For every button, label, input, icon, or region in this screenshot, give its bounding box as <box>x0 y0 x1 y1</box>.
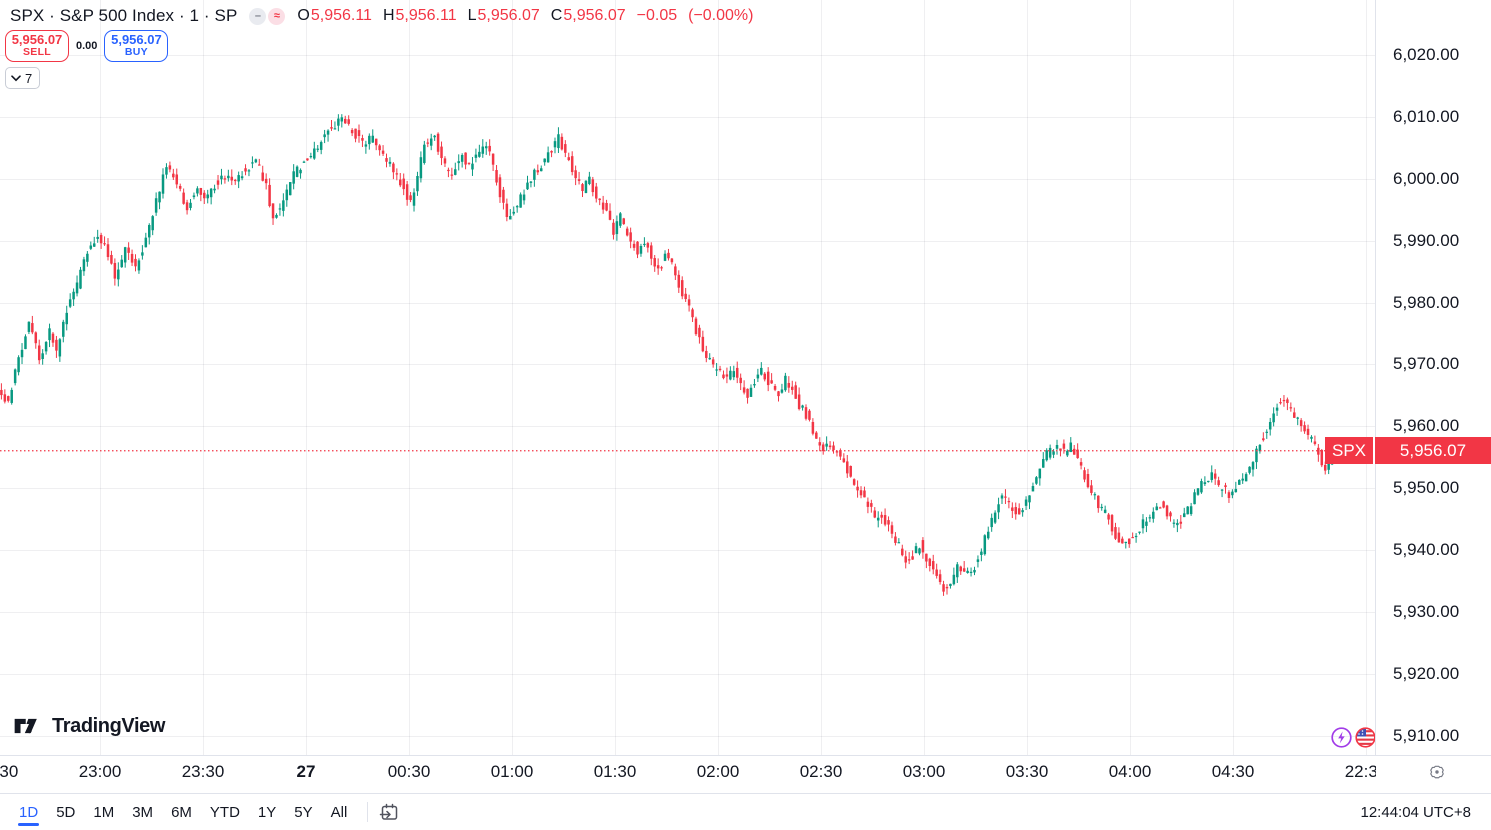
price-axis[interactable]: 6,020.00 6,010.00 6,000.00 5,990.00 5,980.00… <box>1375 0 1491 790</box>
price-tick-label: 5,940.00 <box>1393 540 1460 559</box>
time-tick-label: 23:00 <box>78 762 122 781</box>
high-value: 5,956.11 <box>395 7 457 24</box>
price-tick-label: 5,910.00 <box>1393 726 1460 745</box>
price-tick-label: 6,020.00 <box>1393 45 1460 64</box>
sell-label: SELL <box>22 46 52 59</box>
range-button-3m[interactable]: 3M <box>132 803 154 821</box>
change-pct-value: (−0.00%) <box>688 7 754 24</box>
time-tick-label: 02:00 <box>696 762 740 781</box>
price-tick-label: 5,960.00 <box>1393 416 1460 435</box>
price-tick-label: 5,950.00 <box>1393 478 1460 497</box>
price-tick-label: 5,970.00 <box>1393 354 1460 373</box>
chart-pane[interactable]: SPX · S&P 500 Index · 1 · SP – ≈ O 5,956.… <box>0 0 1375 755</box>
change-value: −0.05 <box>636 7 678 24</box>
tradingview-logo-text: TradingView <box>52 714 166 737</box>
toolbar-divider <box>367 802 369 822</box>
price-tick-label: 5,920.00 <box>1393 664 1460 683</box>
price-tick-label: 5,930.00 <box>1393 602 1460 621</box>
date-range-switcher: 1D 5D 1M 3M 6M YTD 1Y 5Y All <box>10 801 356 826</box>
time-axis-border <box>0 755 1491 756</box>
orders-count: 7 <box>25 70 33 86</box>
last-price-value: 5,956.07 <box>1375 437 1491 464</box>
range-button-1d[interactable]: 1D <box>17 803 40 826</box>
low-value: 5,956.07 <box>477 7 540 24</box>
time-tick-label: 04:30 <box>1211 762 1255 781</box>
time-tick-label: 27 <box>296 762 316 781</box>
price-tick-label: 5,980.00 <box>1393 293 1460 312</box>
close-value: 5,956.07 <box>563 7 626 24</box>
data-approx-icon[interactable]: ≈ <box>268 7 286 25</box>
orders-collapse-button[interactable]: 7 <box>5 67 41 89</box>
tradingview-logo-icon <box>14 718 37 734</box>
us-market-flag-icon[interactable] <box>1355 727 1375 748</box>
time-tick-label: 01:00 <box>490 762 534 781</box>
last-price-symbol: SPX <box>1325 437 1373 464</box>
ohlc-readout: O 5,956.11 H 5,956.11 L 5,956.07 C 5,956.07 … <box>297 7 753 25</box>
price-tick-label: 6,000.00 <box>1393 169 1460 188</box>
close-label: C <box>550 7 563 24</box>
symbol-legend: SPX · S&P 500 Index · 1 · SP – ≈ O 5,956.… <box>10 6 753 26</box>
sell-price: 5,956.07 <box>11 32 63 48</box>
time-tick-label: 00:30 <box>387 762 431 781</box>
clock-timezone[interactable]: 12:44:04 UTC+8 <box>1360 803 1472 821</box>
price-tick-label: 6,010.00 <box>1393 107 1460 126</box>
time-tick-label: 03:00 <box>902 762 946 781</box>
time-axis[interactable]: 22:30 23:00 23:30 27 00:30 01:00 01:30 02:00 02:… <box>0 756 1376 793</box>
high-label: H <box>382 7 395 24</box>
range-button-1y[interactable]: 1Y <box>257 803 277 821</box>
trade-panel: 5,956.07 SELL 0.00 5,956.07 BUY <box>5 30 169 62</box>
low-label: L <box>467 7 477 24</box>
time-tick-label: 04:00 <box>1108 762 1152 781</box>
open-label: O <box>297 7 310 24</box>
instant-trading-lightning-icon[interactable] <box>1331 727 1352 748</box>
chart-corner-icons <box>1331 727 1375 748</box>
time-tick-label: 22:30 <box>0 762 19 781</box>
time-tick-label: 02:30 <box>799 762 843 781</box>
open-value: 5,956.11 <box>310 7 372 24</box>
range-button-5y[interactable]: 5Y <box>294 803 313 821</box>
time-tick-label: 03:30 <box>1005 762 1049 781</box>
last-price-badge: SPX 5,956.07 <box>1325 437 1491 464</box>
buy-button[interactable]: 5,956.07 BUY <box>104 30 169 62</box>
range-button-1m[interactable]: 1M <box>93 803 115 821</box>
calendar-goto-icon <box>380 803 398 820</box>
axis-settings-gear-icon[interactable] <box>1427 762 1447 782</box>
buy-label: BUY <box>124 46 148 59</box>
data-status-dash-icon[interactable]: – <box>249 7 267 25</box>
spread-value: 0.00 <box>76 40 98 52</box>
time-tick-label: 01:30 <box>593 762 637 781</box>
sell-button[interactable]: 5,956.07 SELL <box>5 30 69 62</box>
price-tick-label: 5,990.00 <box>1393 231 1460 250</box>
tradingview-attribution[interactable]: TradingView <box>14 713 165 739</box>
go-to-date-button[interactable] <box>379 801 401 823</box>
chevron-down-icon <box>11 74 21 81</box>
time-tick-label: 23:30 <box>181 762 225 781</box>
range-button-6m[interactable]: 6M <box>171 803 192 821</box>
range-button-ytd[interactable]: YTD <box>209 803 240 821</box>
symbol-title: SPX · S&P 500 Index · 1 · SP <box>10 6 238 25</box>
candlestick-canvas[interactable] <box>0 0 1375 755</box>
range-button-all[interactable]: All <box>330 803 348 821</box>
buy-price: 5,956.07 <box>111 32 162 48</box>
time-tick-label: 22:30 <box>1344 762 1376 781</box>
range-button-5d[interactable]: 5D <box>56 803 76 821</box>
bottom-toolbar: 1D 5D 1M 3M 6M YTD 1Y 5Y All 12:44:04 UTC+8 <box>0 793 1491 830</box>
